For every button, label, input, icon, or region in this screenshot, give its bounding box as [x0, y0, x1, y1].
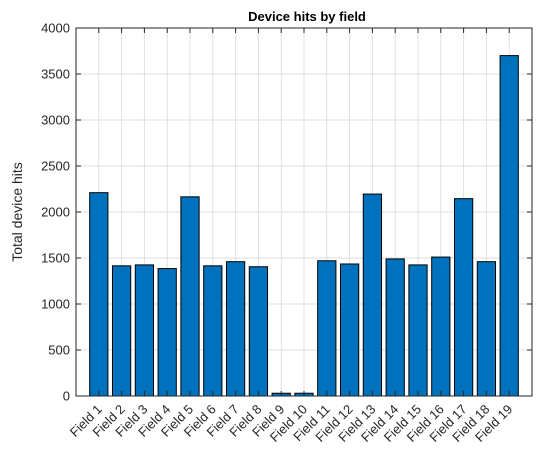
y-tick-label: 1500	[41, 251, 70, 266]
y-axis-ticks: 0 500 1000 1500 2000 2500 3000 3500 4000	[41, 21, 532, 404]
y-tick-label: 2000	[41, 205, 70, 220]
y-tick-label: 1000	[41, 297, 70, 312]
bar-field-6	[203, 265, 223, 397]
bar-field-2	[111, 265, 132, 397]
bar-field-1	[89, 192, 109, 397]
bar-field-4	[157, 268, 177, 397]
bar-field-7	[225, 261, 246, 397]
bar-field-5	[180, 196, 200, 397]
bar-field-13	[362, 193, 383, 397]
bars	[89, 55, 519, 397]
y-tick-label: 0	[63, 389, 70, 404]
bar-field-17	[453, 198, 474, 397]
chart-title: Device hits by field	[248, 9, 366, 24]
bar-field-14	[385, 258, 405, 397]
bar-field-11	[317, 260, 337, 397]
y-axis-label: Total device hits	[9, 162, 25, 262]
y-tick-label: 2500	[41, 159, 70, 174]
bar-field-3	[134, 264, 155, 397]
bar-field-12	[339, 263, 360, 397]
bar-field-8	[248, 266, 269, 397]
y-tick-label: 4000	[41, 21, 70, 36]
bar-field-19	[499, 55, 519, 397]
y-tick-label: 3000	[41, 113, 70, 128]
bar-field-15	[408, 264, 428, 397]
bar-field-18	[476, 261, 497, 397]
y-tick-label: 500	[48, 343, 70, 358]
bar-field-16	[431, 256, 451, 397]
y-tick-label: 3500	[41, 67, 70, 82]
